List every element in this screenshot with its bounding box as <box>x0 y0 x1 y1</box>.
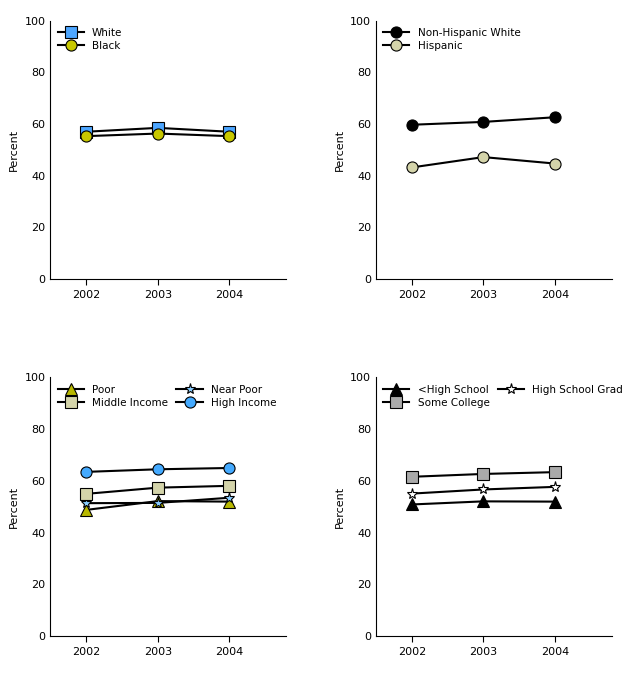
Line: Black: Black <box>81 128 235 142</box>
Line: Some College: Some College <box>406 466 560 482</box>
Poor <box>154 497 162 505</box>
Line: Middle Income: Middle Income <box>81 480 235 499</box>
Black <box>225 132 233 140</box>
Line: High Income: High Income <box>81 462 235 477</box>
White <box>83 128 90 136</box>
Non-Hispanic White <box>480 118 487 126</box>
Line: High School Grad: High School Grad <box>406 482 560 499</box>
Legend: <High School, Some College, High School Grad: <High School, Some College, High School … <box>381 382 625 410</box>
Some College <box>408 473 416 481</box>
High School Grad <box>408 490 416 498</box>
Legend: White, Black: White, Black <box>56 26 124 53</box>
Line: Near Poor: Near Poor <box>81 492 235 509</box>
Near Poor <box>225 494 233 502</box>
Middle Income <box>154 484 162 492</box>
<High School <box>408 501 416 509</box>
<High School <box>551 497 558 505</box>
Y-axis label: Percent: Percent <box>9 486 19 528</box>
High Income <box>154 465 162 473</box>
Legend: Non-Hispanic White, Hispanic: Non-Hispanic White, Hispanic <box>381 26 522 53</box>
White <box>225 128 233 136</box>
High Income <box>83 468 90 476</box>
Some College <box>551 468 558 476</box>
Hispanic <box>480 153 487 161</box>
Line: White: White <box>81 122 235 137</box>
Y-axis label: Percent: Percent <box>9 129 19 171</box>
Middle Income <box>83 490 90 498</box>
Near Poor <box>154 499 162 507</box>
Non-Hispanic White <box>551 113 558 121</box>
White <box>154 124 162 132</box>
High School Grad <box>480 486 487 494</box>
<High School <box>480 497 487 505</box>
Line: Non-Hispanic White: Non-Hispanic White <box>406 111 560 131</box>
Black <box>83 132 90 140</box>
High Income <box>225 464 233 472</box>
Line: <High School: <High School <box>406 496 560 510</box>
Line: Hispanic: Hispanic <box>406 152 560 173</box>
Black <box>154 129 162 137</box>
Poor <box>225 497 233 505</box>
Hispanic <box>551 159 558 168</box>
Legend: Poor, Middle Income, Near Poor, High Income: Poor, Middle Income, Near Poor, High Inc… <box>56 382 278 410</box>
Non-Hispanic White <box>408 120 416 129</box>
Y-axis label: Percent: Percent <box>334 486 345 528</box>
Near Poor <box>83 499 90 508</box>
High School Grad <box>551 483 558 491</box>
Y-axis label: Percent: Percent <box>334 129 345 171</box>
Poor <box>83 505 90 514</box>
Hispanic <box>408 163 416 172</box>
Line: Poor: Poor <box>81 495 235 516</box>
Some College <box>480 470 487 478</box>
Middle Income <box>225 482 233 490</box>
